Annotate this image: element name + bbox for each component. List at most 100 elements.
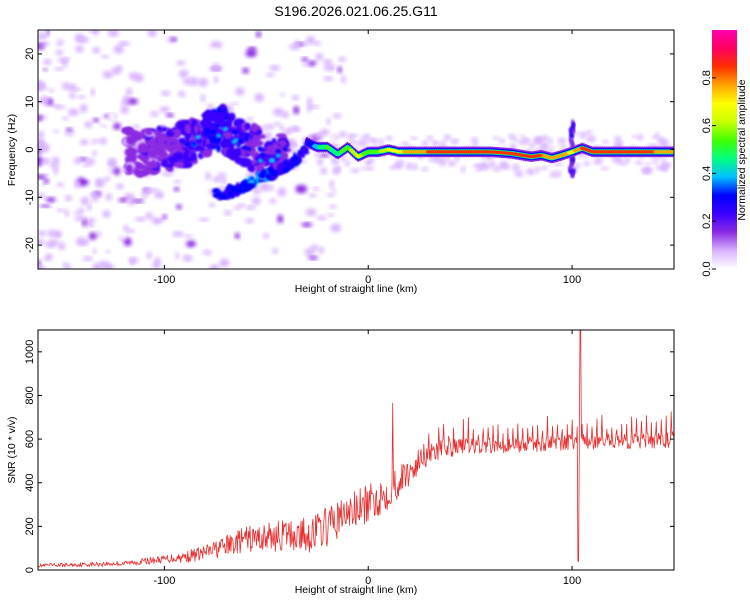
spectral-blob	[147, 162, 160, 169]
spectral-blob	[233, 205, 242, 210]
spectrogram-image	[38, 30, 674, 269]
spectral-blob	[287, 127, 293, 133]
spectral-blob	[87, 30, 100, 33]
spectral-blob	[190, 151, 198, 162]
spectral-blob	[115, 183, 124, 190]
spectral-blob	[316, 215, 328, 221]
spectral-blob	[451, 138, 460, 143]
spectral-blob	[113, 45, 124, 54]
y-tick-label: 10	[24, 96, 36, 108]
spectral-blob	[38, 263, 43, 269]
spectral-blob	[277, 214, 284, 224]
spectral-blob	[210, 92, 216, 101]
spectral-blob	[152, 260, 161, 269]
spectral-blob	[127, 228, 135, 234]
spectral-blob	[38, 209, 42, 217]
spectral-blob	[641, 167, 652, 174]
spectral-blob	[592, 157, 603, 165]
spectral-blob	[236, 143, 242, 148]
spectral-blob	[643, 157, 653, 163]
spectral-blob	[82, 256, 94, 261]
spectral-blob	[49, 185, 56, 190]
spectral-blob	[535, 166, 540, 174]
spectral-blob	[371, 162, 376, 169]
spectral-blob	[571, 156, 575, 163]
spectral-blob	[192, 248, 199, 258]
spectral-blob	[137, 148, 149, 154]
spectral-blob	[195, 135, 201, 140]
spectral-blob	[120, 105, 129, 114]
spectral-blob	[244, 134, 250, 139]
spectral-blob	[269, 158, 275, 163]
spectral-blob	[45, 241, 57, 248]
spectrogram-frame	[37, 29, 675, 270]
spectral-blob	[569, 138, 573, 145]
spectral-blob	[600, 166, 609, 171]
spectral-blob	[77, 95, 86, 99]
spectral-blob	[583, 161, 590, 166]
spectral-blob	[245, 205, 257, 210]
spectral-blob	[152, 215, 162, 225]
spectral-blob	[512, 164, 520, 171]
x-tick-label: -100	[153, 274, 175, 286]
spectral-blob	[637, 134, 644, 141]
spectral-blob	[244, 122, 251, 130]
spectral-blob	[100, 55, 110, 59]
spectral-blob	[223, 210, 232, 216]
spectral-blob	[579, 131, 587, 139]
spectral-blob	[38, 230, 48, 236]
spectral-blob	[94, 139, 100, 143]
spectral-blob	[134, 217, 147, 222]
spectral-blob	[266, 145, 273, 151]
spectral-blob	[229, 239, 241, 246]
spectral-blob	[266, 132, 272, 139]
spectral-blob	[269, 198, 277, 205]
spectral-blob	[210, 41, 223, 49]
spectral-blob	[323, 76, 334, 81]
spectral-blob	[572, 128, 575, 134]
spectral-blob	[213, 76, 219, 84]
spectral-blob	[260, 169, 267, 175]
spectral-blob	[161, 172, 173, 176]
spectral-blob	[92, 47, 101, 54]
y-tick-label: 1000	[24, 340, 36, 364]
spectral-blob	[329, 180, 335, 189]
spectral-blob	[74, 180, 81, 189]
spectral-blob	[541, 144, 548, 149]
spectral-blob	[318, 246, 325, 254]
spectral-blob	[366, 158, 374, 165]
spectral-blob	[161, 43, 171, 51]
spectral-blob	[80, 103, 88, 113]
spectral-blob	[231, 102, 239, 105]
spectral-blob	[38, 177, 43, 186]
spectral-blob	[334, 165, 341, 172]
spectral-blob	[124, 154, 137, 165]
spectral-blob	[216, 133, 222, 138]
spectral-blob	[159, 106, 170, 113]
spectral-blob	[54, 105, 67, 110]
spectral-blob	[61, 116, 69, 121]
spectral-blob	[291, 95, 300, 101]
x-tick-label: 0	[365, 575, 371, 587]
spectral-blob	[38, 43, 45, 48]
spectral-blob	[92, 248, 97, 254]
spectral-blob	[172, 231, 184, 237]
spectral-blob	[350, 140, 358, 145]
spectral-blob	[499, 138, 505, 144]
spectral-blob	[92, 118, 100, 123]
spectral-blob	[96, 231, 102, 238]
spectral-blob	[223, 131, 232, 139]
spectral-blob	[265, 73, 276, 77]
spectral-blob	[52, 156, 60, 165]
spectral-blob	[228, 147, 234, 153]
spectral-blob	[269, 185, 274, 191]
spectral-blob	[98, 128, 106, 135]
spectral-blob	[166, 138, 176, 144]
spectral-blob	[74, 33, 86, 43]
spectral-blob	[426, 136, 434, 141]
spectral-blob	[279, 123, 284, 131]
spectral-blob	[273, 108, 284, 116]
